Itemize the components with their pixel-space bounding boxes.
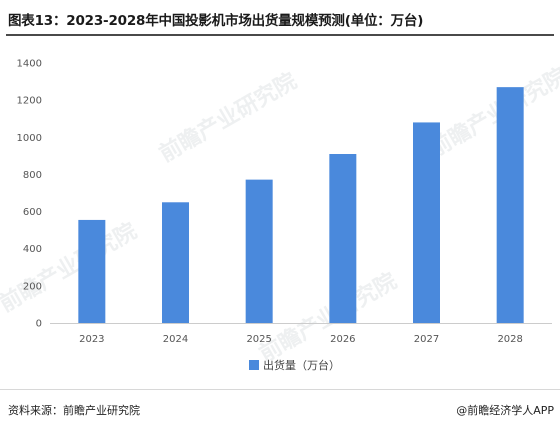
- bar: [78, 219, 106, 323]
- x-tick-label: 2025: [246, 334, 271, 345]
- bar: [162, 202, 189, 323]
- bar: [413, 122, 440, 323]
- y-tick-label: 0: [36, 319, 42, 330]
- x-tick-label: 2026: [330, 334, 355, 345]
- x-tick-label: 2023: [79, 334, 104, 345]
- y-tick-label: 800: [23, 170, 42, 181]
- y-tick-label: 1200: [17, 96, 42, 107]
- bar: [329, 154, 357, 323]
- title-divider: [6, 34, 554, 36]
- y-tick-label: 400: [23, 244, 42, 255]
- y-tick-label: 200: [23, 281, 42, 292]
- x-tick-label: 2024: [163, 334, 188, 345]
- y-tick-label: 1400: [17, 59, 42, 70]
- source-text: 资料来源：前瞻产业研究院: [8, 404, 140, 417]
- credit-text: @前瞻经济学人APP: [456, 404, 554, 417]
- footer-divider: [0, 389, 560, 390]
- chart-legend: 出货量（万台）: [249, 357, 340, 373]
- y-tick-label: 1000: [17, 133, 42, 144]
- legend-swatch: [249, 360, 259, 370]
- x-tick-label: 2027: [414, 334, 439, 345]
- bar: [496, 87, 524, 324]
- chart-title: 图表13：2023-2028年中国投影机市场出货量规模预测(单位：万台): [8, 13, 424, 29]
- legend-label: 出货量（万台）: [263, 359, 340, 372]
- bar: [245, 179, 273, 323]
- x-tick-label: 2028: [497, 334, 522, 345]
- y-tick-label: 600: [23, 207, 42, 218]
